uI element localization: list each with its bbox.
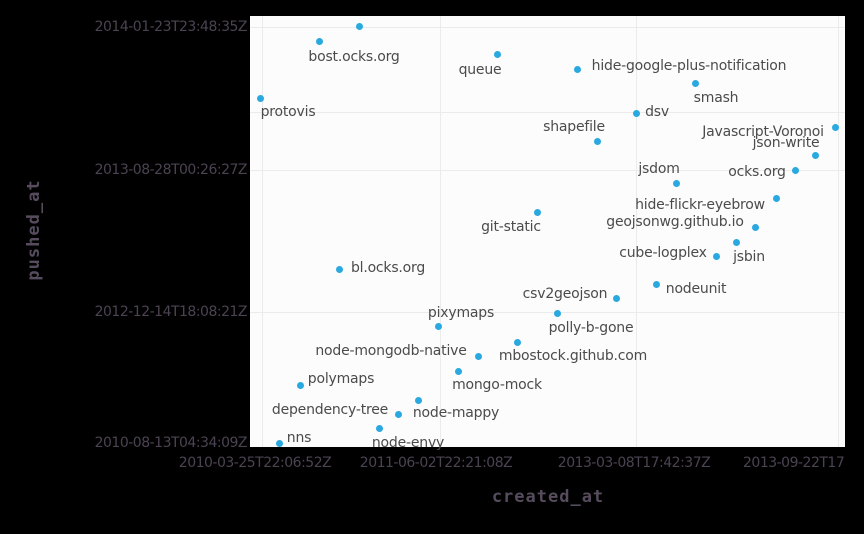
point-label: node-envy xyxy=(371,435,445,451)
plot-area xyxy=(250,16,845,447)
point-label: jsdom xyxy=(638,161,680,177)
point-label: geojsonwg.github.io xyxy=(606,214,744,230)
data-point xyxy=(672,179,680,187)
point-label: hide-google-plus-notification xyxy=(591,58,787,74)
data-point xyxy=(275,439,283,447)
point-label: git-static xyxy=(481,219,541,235)
vertical-gridline xyxy=(838,16,839,447)
x-tick-label: 2010-03-25T22:06:52Z xyxy=(178,455,332,471)
x-axis-title: created_at xyxy=(491,487,605,507)
data-point xyxy=(791,166,799,174)
data-point xyxy=(652,280,660,288)
data-point xyxy=(593,137,601,145)
horizontal-gridline xyxy=(250,312,845,313)
data-point xyxy=(256,94,264,102)
data-point xyxy=(612,294,620,302)
point-label: node-mappy xyxy=(412,405,500,421)
vertical-gridline xyxy=(440,16,441,447)
horizontal-gridline xyxy=(250,112,845,113)
point-label: bost.ocks.org xyxy=(308,49,400,65)
point-label: polly-b-gone xyxy=(548,320,634,336)
data-point xyxy=(414,396,422,404)
point-label: cube-logplex xyxy=(619,245,707,261)
point-label: jsbin xyxy=(733,249,765,265)
point-label: mbostock.github.com xyxy=(498,348,648,364)
point-label: json-write xyxy=(752,135,820,151)
data-point xyxy=(751,223,759,231)
x-tick-label: 2013-09-22T17 xyxy=(743,455,845,471)
x-tick-label: 2011-06-02T22:21:08Z xyxy=(359,455,513,471)
data-point xyxy=(296,381,304,389)
point-label: queue xyxy=(458,62,502,78)
point-label: node-mongodb-native xyxy=(315,343,467,359)
data-point xyxy=(315,37,323,45)
y-tick-label: 2012-12-14T18:08:21Z xyxy=(94,304,248,320)
y-axis-title: pushed_at xyxy=(24,179,44,281)
point-label: nodeunit xyxy=(665,281,727,297)
horizontal-gridline xyxy=(250,27,845,28)
data-point xyxy=(553,309,561,317)
data-point xyxy=(691,79,699,87)
point-label: nns xyxy=(286,430,312,446)
data-point xyxy=(454,367,462,375)
point-label: polymaps xyxy=(307,371,375,387)
x-tick-label: 2013-03-08T17:42:37Z xyxy=(557,455,711,471)
point-label: shapefile xyxy=(543,119,605,135)
data-point xyxy=(732,238,740,246)
data-point xyxy=(335,265,343,273)
point-label: mongo-mock xyxy=(452,377,542,393)
data-point xyxy=(375,424,383,432)
data-point xyxy=(632,109,640,117)
point-label: smash xyxy=(693,90,739,106)
y-tick-label: 2013-08-28T00:26:27Z xyxy=(94,162,248,178)
data-point xyxy=(712,252,720,260)
point-label: bl.ocks.org xyxy=(350,260,426,276)
data-point xyxy=(533,208,541,216)
point-label: pixymaps xyxy=(427,305,495,321)
data-point xyxy=(474,352,482,360)
data-point xyxy=(355,22,363,30)
point-label: ocks.org xyxy=(728,164,786,180)
point-label: protovis xyxy=(260,104,316,120)
data-point xyxy=(434,322,442,330)
data-point xyxy=(513,338,521,346)
point-label: dependency-tree xyxy=(271,402,389,418)
vertical-gridline xyxy=(262,16,263,447)
point-label: Javascript-Voronoi xyxy=(702,124,824,140)
point-label: dsv xyxy=(645,104,669,120)
vertical-gridline xyxy=(636,16,637,447)
data-point xyxy=(573,65,581,73)
horizontal-gridline xyxy=(250,170,845,171)
data-point xyxy=(493,50,501,58)
data-point xyxy=(811,151,819,159)
point-label: csv2geojson xyxy=(522,286,608,302)
y-tick-label: 2014-01-23T23:48:35Z xyxy=(94,19,248,35)
y-tick-label: 2010-08-13T04:34:09Z xyxy=(94,435,248,451)
point-label: hide-flickr-eyebrow xyxy=(635,197,765,213)
data-point xyxy=(831,123,839,131)
data-point xyxy=(394,410,402,418)
data-point xyxy=(772,194,780,202)
